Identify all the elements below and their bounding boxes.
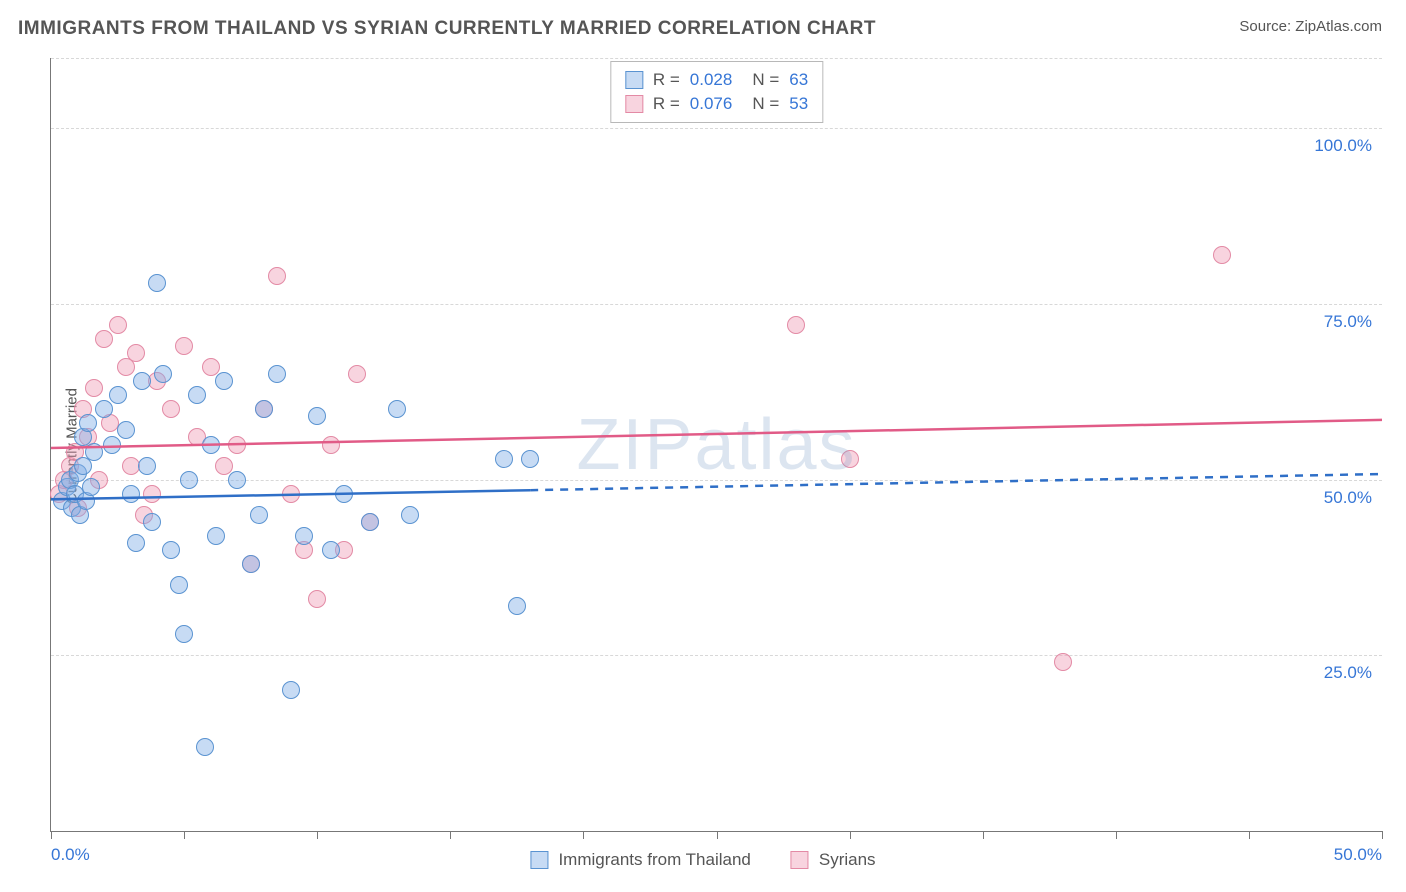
thailand-point [95,400,113,418]
thailand-point [133,372,151,390]
syrians-point [95,330,113,348]
x-tick-mark [184,831,185,839]
watermark-text: ZIPatlas [576,404,856,486]
thailand-point [162,541,180,559]
y-tick-label: 75.0% [1324,312,1372,332]
chart-header: IMMIGRANTS FROM THAILAND VS SYRIAN CURRE… [0,0,1406,48]
thailand-point [401,506,419,524]
thailand-point [361,513,379,531]
thailand-point [103,436,121,454]
syrians-point [85,379,103,397]
y-tick-label: 25.0% [1324,663,1372,683]
thailand-point [170,576,188,594]
thailand-point [295,527,313,545]
x-tick-label: 0.0% [51,845,90,865]
thailand-point [322,541,340,559]
thailand-point [268,365,286,383]
thailand-point [255,400,273,418]
legend-item-thailand: Immigrants from Thailand [530,850,750,870]
thailand-point [188,386,206,404]
chart-source: Source: ZipAtlas.com [1239,18,1382,35]
x-tick-mark [450,831,451,839]
legend-swatch [625,71,643,89]
trend-lines-layer [51,58,1382,831]
syrians-point [228,436,246,454]
x-tick-mark [1116,831,1117,839]
x-tick-mark [317,831,318,839]
thailand-point [308,407,326,425]
thailand-point [180,471,198,489]
thailand-point [202,436,220,454]
legend-swatch [625,95,643,113]
chart-plot-area: ZIPatlas R =0.028N =63R =0.076N =53 25.0… [50,58,1382,832]
thailand-point [196,738,214,756]
x-tick-mark [850,831,851,839]
x-tick-mark [51,831,52,839]
x-tick-mark [1249,831,1250,839]
syrians-point [1054,653,1072,671]
syrians-point [162,400,180,418]
thailand-point [85,443,103,461]
syrians-point [308,590,326,608]
thailand-point [242,555,260,573]
x-tick-label: 50.0% [1334,845,1382,865]
x-tick-mark [1382,831,1383,839]
correlation-legend: R =0.028N =63R =0.076N =53 [610,61,823,123]
y-tick-label: 100.0% [1314,136,1372,156]
syrians-point [268,267,286,285]
gridline [51,58,1382,59]
legend-item-syrians: Syrians [791,850,876,870]
thailand-point [143,513,161,531]
legend-label: Immigrants from Thailand [558,850,750,870]
x-tick-mark [583,831,584,839]
thailand-point [215,372,233,390]
syrians-point [127,344,145,362]
thailand-point [495,450,513,468]
thailand-point [138,457,156,475]
thailand-point [388,400,406,418]
syrians-point [143,485,161,503]
thailand-point [207,527,225,545]
legend-swatch [791,851,809,869]
gridline [51,480,1382,481]
thailand-point [122,485,140,503]
thailand-point [79,414,97,432]
thailand-point [82,478,100,496]
y-tick-label: 50.0% [1324,488,1372,508]
chart-title: IMMIGRANTS FROM THAILAND VS SYRIAN CURRE… [18,18,876,40]
gridline [51,128,1382,129]
thailand-point [175,625,193,643]
thailand-point [148,274,166,292]
thailand-point [250,506,268,524]
syrians-point [1213,246,1231,264]
thailand-point [508,597,526,615]
syrians-point [841,450,859,468]
x-tick-mark [983,831,984,839]
syrians-point [215,457,233,475]
thailand-point [109,386,127,404]
syrians-point [202,358,220,376]
legend-row: R =0.076N =53 [625,92,808,116]
thailand-point [282,681,300,699]
syrians-point [175,337,193,355]
legend-swatch [530,851,548,869]
thailand-point [521,450,539,468]
gridline [51,304,1382,305]
thailand-point [335,485,353,503]
thailand-point [127,534,145,552]
thailand-point [228,471,246,489]
syrians-point [282,485,300,503]
gridline [51,655,1382,656]
legend-row: R =0.028N =63 [625,68,808,92]
thailand-point [117,421,135,439]
legend-label: Syrians [819,850,876,870]
syrians-point [348,365,366,383]
syrians-point [787,316,805,334]
series-legend: Immigrants from Thailand Syrians [530,850,875,870]
syrians-point [322,436,340,454]
thailand-point [154,365,172,383]
syrians-point [109,316,127,334]
x-tick-mark [717,831,718,839]
